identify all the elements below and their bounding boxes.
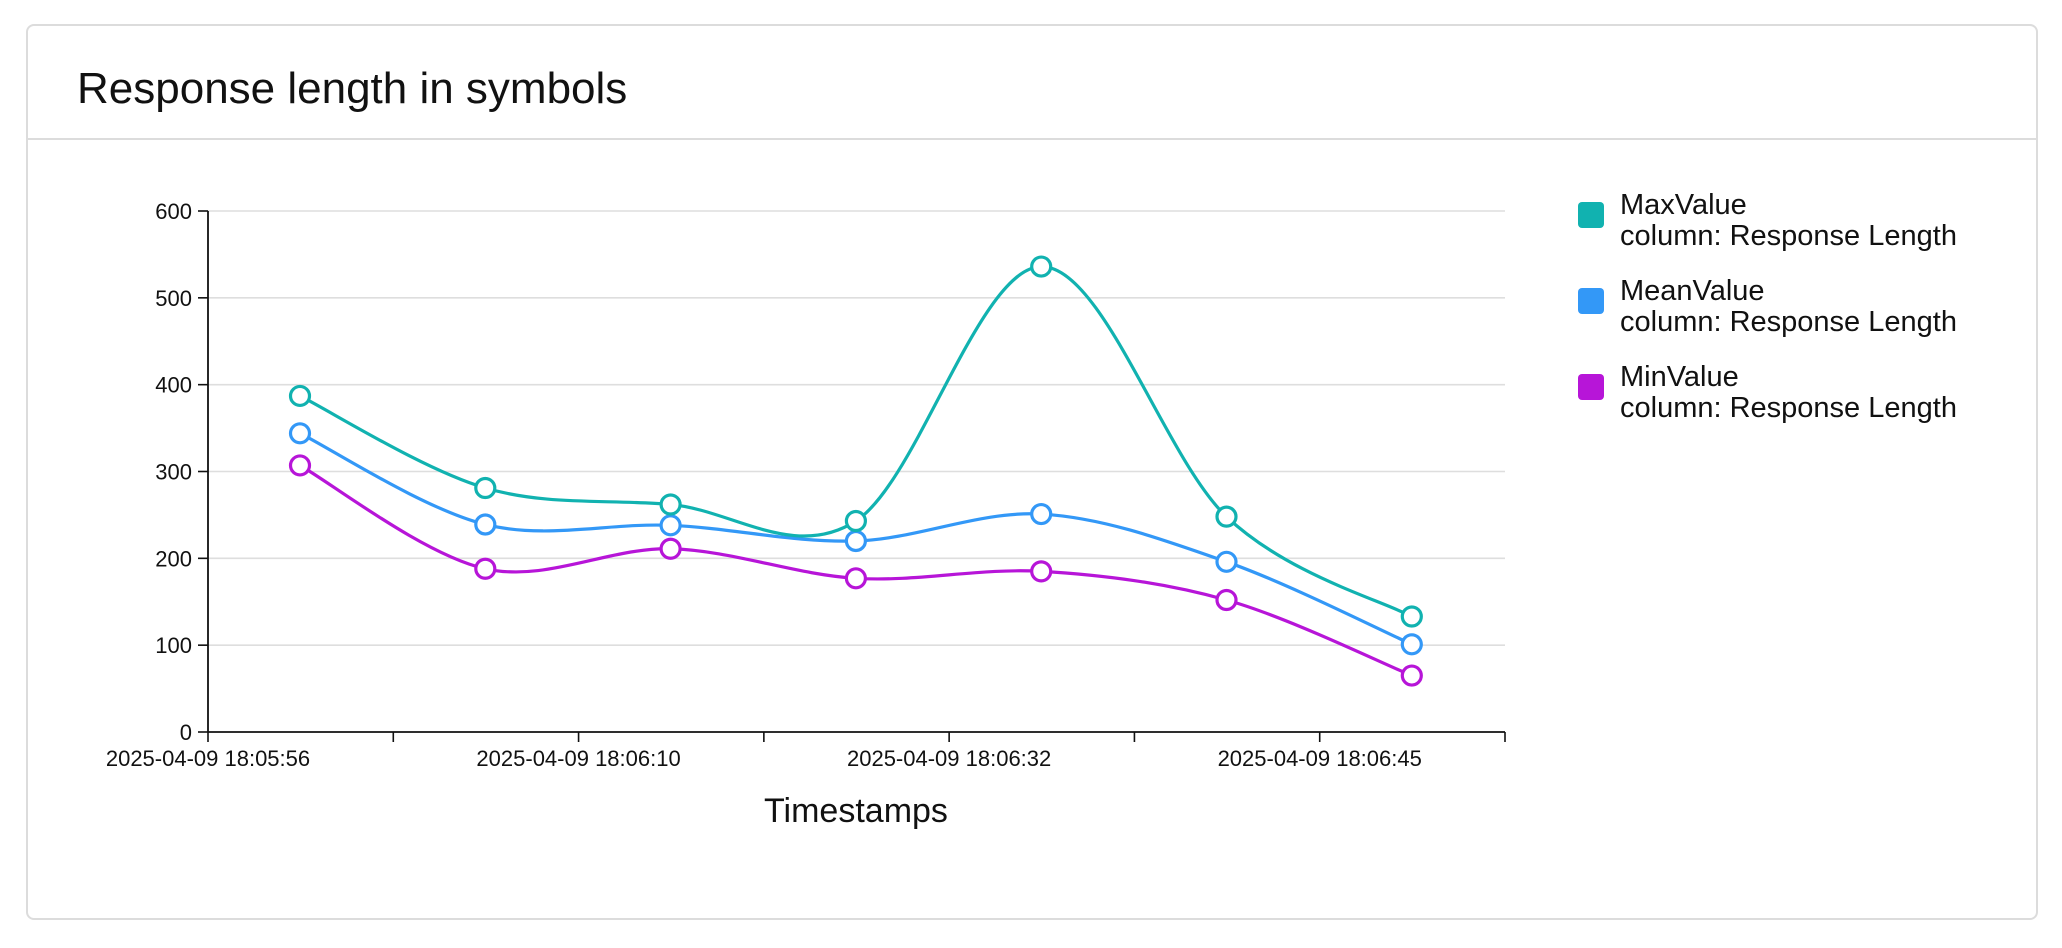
legend-item-minvalue[interactable]: MinValue column: Response Length <box>1578 362 1957 424</box>
data-point-meanvalue[interactable] <box>844 529 868 553</box>
data-point-maxvalue[interactable] <box>844 509 868 533</box>
chart-title: Response length in symbols <box>77 64 628 113</box>
legend-label-meanvalue: MeanValue <box>1620 275 1765 307</box>
y-tick-label: 0 <box>180 720 192 745</box>
data-point-minvalue[interactable] <box>659 537 682 560</box>
data-point-meanvalue[interactable] <box>1215 550 1238 573</box>
data-point-minvalue[interactable] <box>1030 560 1053 583</box>
data-point-minvalue[interactable] <box>1400 664 1423 687</box>
data-point-minvalue[interactable] <box>474 557 497 580</box>
legend-swatch-minvalue <box>1578 374 1604 400</box>
data-point-maxvalue[interactable] <box>1030 255 1053 278</box>
legend-swatch-meanvalue <box>1578 288 1604 314</box>
data-point-minvalue[interactable] <box>844 567 868 590</box>
legend-swatch-maxvalue <box>1578 202 1604 228</box>
x-tick-label: 2025-04-09 18:05:56 <box>106 746 310 771</box>
axes <box>198 210 1506 742</box>
data-point-meanvalue[interactable] <box>659 514 682 537</box>
data-point-meanvalue[interactable] <box>1030 502 1053 526</box>
legend-item-meanvalue[interactable]: MeanValue column: Response Length <box>1578 276 1957 338</box>
data-point-minvalue[interactable] <box>1215 588 1238 612</box>
legend-sub-maxvalue: column: Response Length <box>1620 220 1957 252</box>
y-tick-label: 400 <box>155 373 192 398</box>
card-header: Response length in symbols <box>28 26 2036 140</box>
x-axis-title: Timestamps <box>764 792 948 830</box>
x-tick-label: 2025-04-09 18:06:32 <box>847 746 1051 771</box>
data-point-minvalue[interactable] <box>288 454 312 477</box>
y-tick-label: 300 <box>155 460 192 485</box>
tick-labels: 0 100 200 300 400 500 600 2025-04-09 18:05:56 20… <box>106 199 1422 771</box>
legend-label-minvalue: MinValue <box>1620 361 1739 393</box>
legend-item-maxvalue[interactable]: MaxValue column: Response Length <box>1578 190 1957 252</box>
y-tick-label: 500 <box>155 286 192 311</box>
legend-sub-minvalue: column: Response Length <box>1620 392 1957 424</box>
data-point-maxvalue[interactable] <box>1215 505 1238 528</box>
data-point-maxvalue[interactable] <box>1400 605 1423 628</box>
y-tick-label: 200 <box>155 546 192 571</box>
x-tick-label: 2025-04-09 18:06:10 <box>476 746 680 771</box>
y-tick-label: 600 <box>155 199 192 224</box>
data-point-meanvalue[interactable] <box>1400 633 1423 656</box>
data-point-meanvalue[interactable] <box>474 513 497 536</box>
data-point-maxvalue[interactable] <box>474 476 497 500</box>
legend: MaxValue column: Response Length MeanVal… <box>1578 190 1957 448</box>
data-point-maxvalue[interactable] <box>659 493 682 516</box>
data-point-meanvalue[interactable] <box>288 422 312 445</box>
x-tick-label: 2025-04-09 18:06:45 <box>1218 746 1422 771</box>
y-tick-label: 100 <box>155 633 192 658</box>
legend-sub-meanvalue: column: Response Length <box>1620 306 1957 338</box>
data-point-maxvalue[interactable] <box>288 384 312 408</box>
gridlines <box>208 210 1505 646</box>
series-points <box>288 255 1423 687</box>
legend-label-maxvalue: MaxValue <box>1620 189 1747 221</box>
